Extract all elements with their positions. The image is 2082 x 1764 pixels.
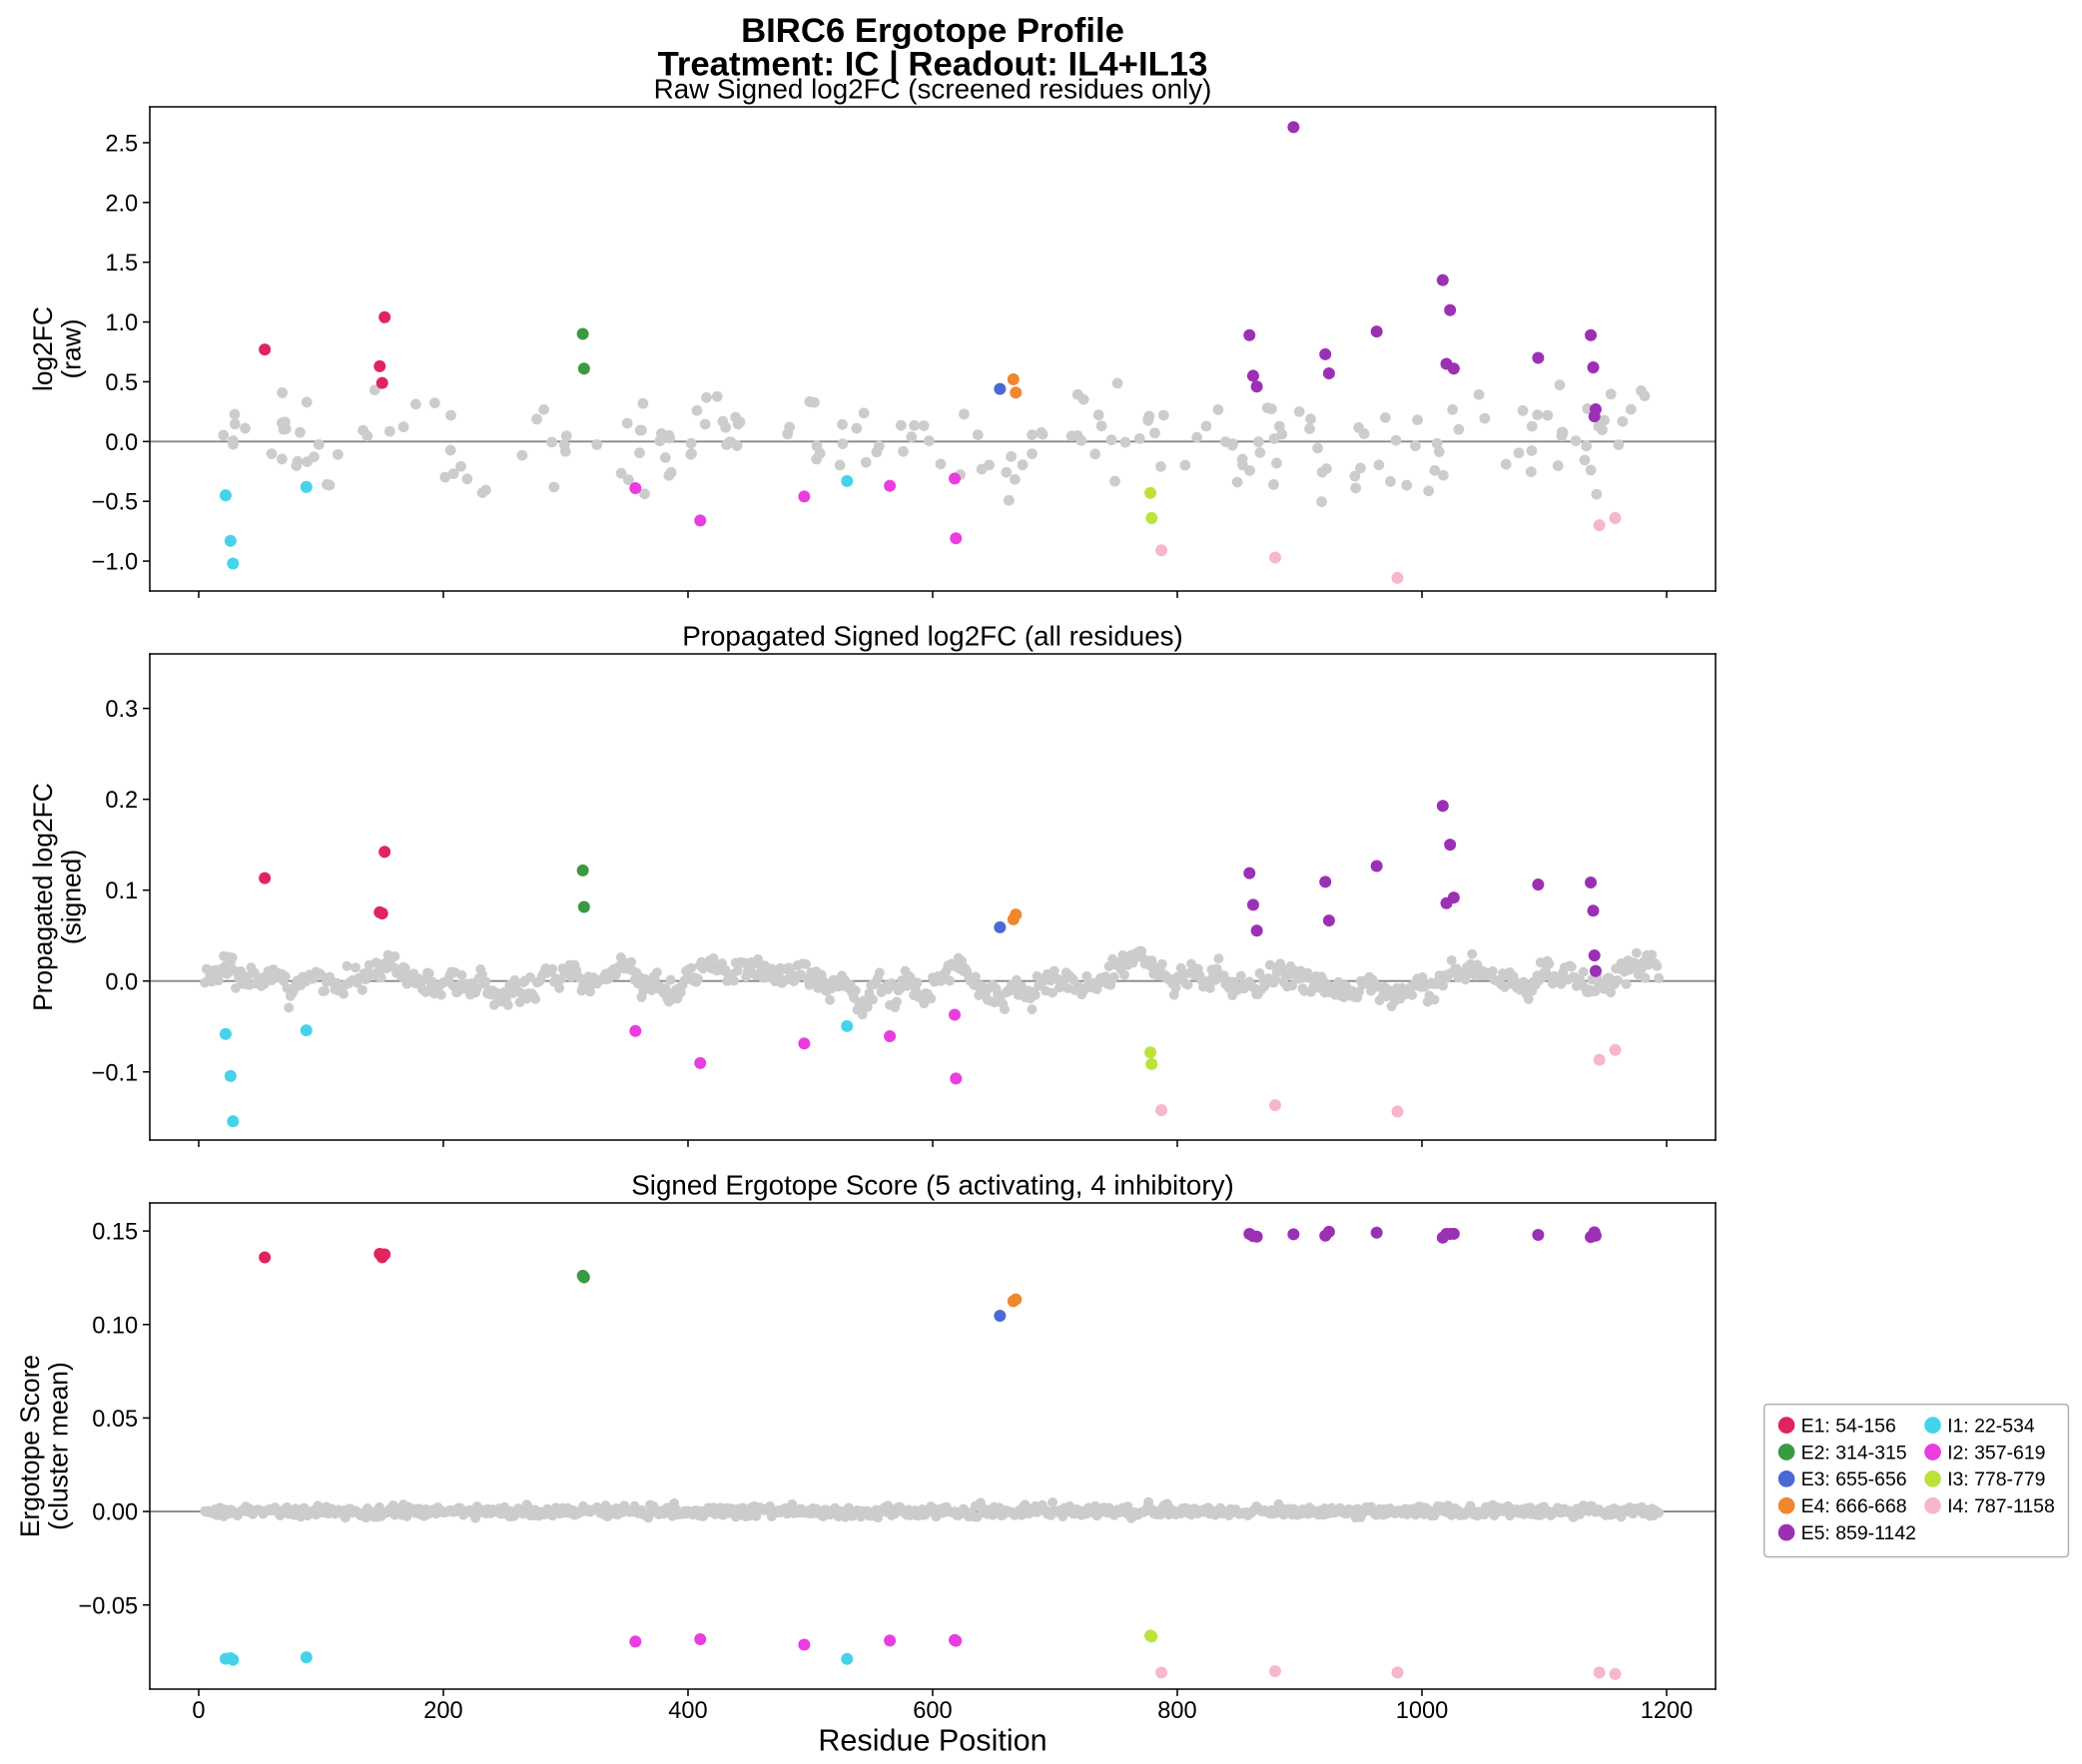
svg-text:Signed Ergotope Score (5 activ: Signed Ergotope Score (5 activating, 4 i… bbox=[631, 1170, 1233, 1201]
svg-text:I4: 787-1158: I4: 787-1158 bbox=[1947, 1495, 2055, 1517]
svg-text:E2: 314-315: E2: 314-315 bbox=[1801, 1442, 1907, 1464]
svg-text:E4: 666-668: E4: 666-668 bbox=[1801, 1495, 1907, 1517]
svg-text:0.0: 0.0 bbox=[105, 430, 138, 456]
svg-text:BIRC6 Ergotope Profile: BIRC6 Ergotope Profile bbox=[741, 12, 1124, 50]
svg-text:E1: 54-156: E1: 54-156 bbox=[1801, 1415, 1896, 1437]
svg-text:1000: 1000 bbox=[1396, 1698, 1449, 1724]
svg-text:(raw): (raw) bbox=[57, 318, 87, 378]
svg-text:200: 200 bbox=[423, 1698, 462, 1724]
svg-text:0.05: 0.05 bbox=[92, 1407, 138, 1433]
svg-text:0.3: 0.3 bbox=[105, 697, 138, 723]
svg-text:(signed): (signed) bbox=[57, 850, 87, 944]
svg-text:1.0: 1.0 bbox=[105, 310, 138, 336]
svg-text:0.1: 0.1 bbox=[105, 879, 138, 904]
svg-text:0: 0 bbox=[192, 1698, 205, 1724]
svg-text:−0.1: −0.1 bbox=[92, 1060, 139, 1086]
svg-text:−0.5: −0.5 bbox=[92, 490, 139, 516]
svg-text:0.00: 0.00 bbox=[92, 1500, 138, 1526]
svg-text:0.2: 0.2 bbox=[105, 788, 138, 814]
svg-text:Residue Position: Residue Position bbox=[818, 1724, 1046, 1758]
svg-text:I1: 22-534: I1: 22-534 bbox=[1947, 1415, 2035, 1437]
svg-text:0.0: 0.0 bbox=[105, 969, 138, 995]
svg-text:−1.0: −1.0 bbox=[92, 550, 139, 576]
svg-text:E5: 859-1142: E5: 859-1142 bbox=[1801, 1522, 1916, 1544]
svg-text:E3: 655-656: E3: 655-656 bbox=[1801, 1469, 1907, 1490]
svg-text:400: 400 bbox=[668, 1698, 707, 1724]
svg-text:800: 800 bbox=[1157, 1698, 1196, 1724]
svg-text:2.5: 2.5 bbox=[105, 131, 138, 157]
svg-text:600: 600 bbox=[913, 1698, 952, 1724]
svg-text:I3: 778-779: I3: 778-779 bbox=[1947, 1469, 2045, 1490]
svg-text:1200: 1200 bbox=[1641, 1698, 1694, 1724]
svg-text:0.15: 0.15 bbox=[92, 1220, 138, 1246]
svg-text:Propagated log2FC: Propagated log2FC bbox=[28, 783, 58, 1011]
svg-text:Treatment: IC | Readout: IL4+I: Treatment: IC | Readout: IL4+IL13 bbox=[658, 46, 1208, 84]
svg-text:−0.05: −0.05 bbox=[78, 1593, 138, 1619]
svg-text:0.5: 0.5 bbox=[105, 370, 138, 396]
svg-text:I2: 357-619: I2: 357-619 bbox=[1947, 1442, 2045, 1464]
svg-text:(cluster mean): (cluster mean) bbox=[43, 1362, 73, 1530]
svg-text:log2FC: log2FC bbox=[28, 306, 58, 391]
svg-text:2.0: 2.0 bbox=[105, 191, 138, 217]
svg-text:0.10: 0.10 bbox=[92, 1313, 138, 1339]
svg-text:1.5: 1.5 bbox=[105, 251, 138, 277]
svg-text:Propagated Signed log2FC (all: Propagated Signed log2FC (all residues) bbox=[682, 621, 1183, 652]
svg-text:Ergotope Score: Ergotope Score bbox=[15, 1355, 45, 1537]
